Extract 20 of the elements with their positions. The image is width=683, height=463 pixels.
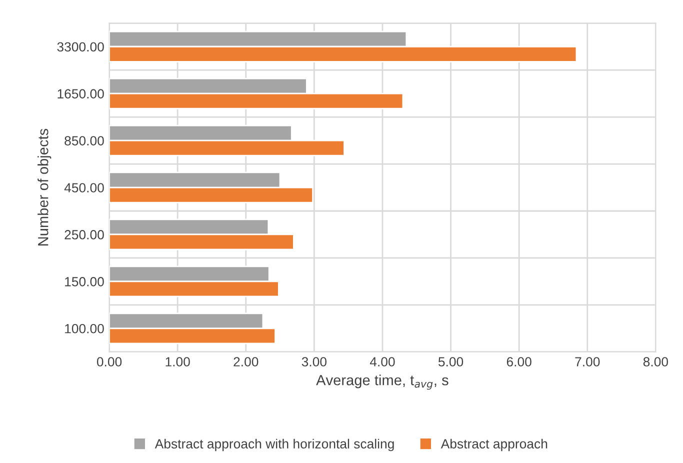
y-tick-label: 100.00	[65, 324, 104, 334]
legend-label: Abstract approach with horizontal scaling	[154, 438, 394, 452]
y-tick-label: 850.00	[64, 136, 104, 146]
x-tick-label: 8.00	[643, 357, 668, 366]
x-tick-label: 4.00	[370, 357, 395, 366]
x-axis-title: Average time, t$_{avg}$, s	[316, 374, 448, 390]
y-tick-label: 450.00	[64, 183, 104, 192]
y-tick-label: 150.00	[65, 277, 104, 286]
legend-label: Abstract approach	[440, 438, 548, 452]
x-tick-label: 5.00	[438, 357, 464, 366]
x-tick-label: 2.00	[234, 357, 258, 366]
x-tick-label: 0.00	[96, 357, 122, 366]
x-tick-label: 1.00	[166, 357, 190, 366]
x-tick-label: 6.00	[506, 357, 532, 366]
x-tick-label: 3.00	[302, 357, 327, 366]
y-tick-label: 250.00	[64, 230, 104, 240]
y-axis-title: Number of objects	[38, 128, 52, 246]
y-tick-label: 3300.00	[57, 42, 104, 52]
y-tick-label: 1650.00	[58, 89, 104, 99]
x-tick-label: 7.00	[575, 357, 600, 366]
